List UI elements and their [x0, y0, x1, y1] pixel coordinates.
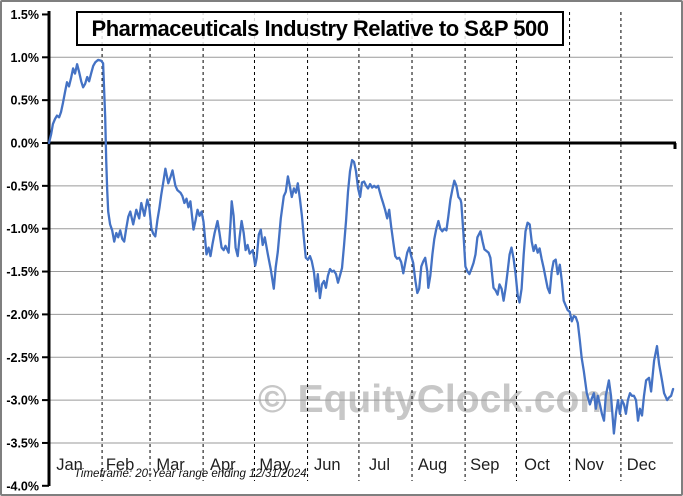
chart-title: Pharmaceuticals Industry Relative to S&P…: [91, 15, 549, 41]
data-series-line: [47, 58, 675, 435]
y-axis-label: 1.0%: [11, 51, 40, 65]
x-axis-label: Jul: [369, 456, 390, 474]
x-axis-label: May: [259, 456, 291, 474]
x-axis-label: Apr: [210, 456, 236, 474]
y-axis-label: -0.5%: [6, 179, 39, 193]
x-axis-label: Oct: [524, 456, 550, 474]
x-axis-label: Feb: [106, 456, 134, 474]
y-axis-label: -2.0%: [6, 308, 39, 322]
y-axis-label: -1.5%: [6, 265, 39, 279]
watermark-text: © EquityClock.com: [258, 378, 614, 421]
y-axis-label: -4.0%: [6, 479, 39, 493]
y-axis-label: 0.0%: [11, 137, 40, 151]
x-axis-label: Jun: [314, 456, 341, 474]
y-axis-label: 0.5%: [11, 94, 40, 108]
x-axis-label: Nov: [575, 456, 605, 474]
timeframe-note: Timeframe: 20-Year range ending 12/31/20…: [74, 468, 307, 480]
chart-title-box: Pharmaceuticals Industry Relative to S&P…: [76, 11, 564, 46]
x-axis-label: Sep: [470, 456, 499, 474]
x-axis-label: Aug: [418, 456, 447, 474]
y-axis-label: 1.5%: [11, 8, 40, 22]
x-axis-label: Dec: [627, 456, 656, 474]
y-axis-label: -1.0%: [6, 222, 39, 236]
x-axis-label: Mar: [156, 456, 185, 474]
x-axis-label: Jan: [56, 456, 83, 474]
y-axis-label: -2.5%: [6, 351, 39, 365]
y-axis-label: -3.0%: [6, 394, 39, 408]
y-axis-label: -3.5%: [6, 436, 39, 450]
